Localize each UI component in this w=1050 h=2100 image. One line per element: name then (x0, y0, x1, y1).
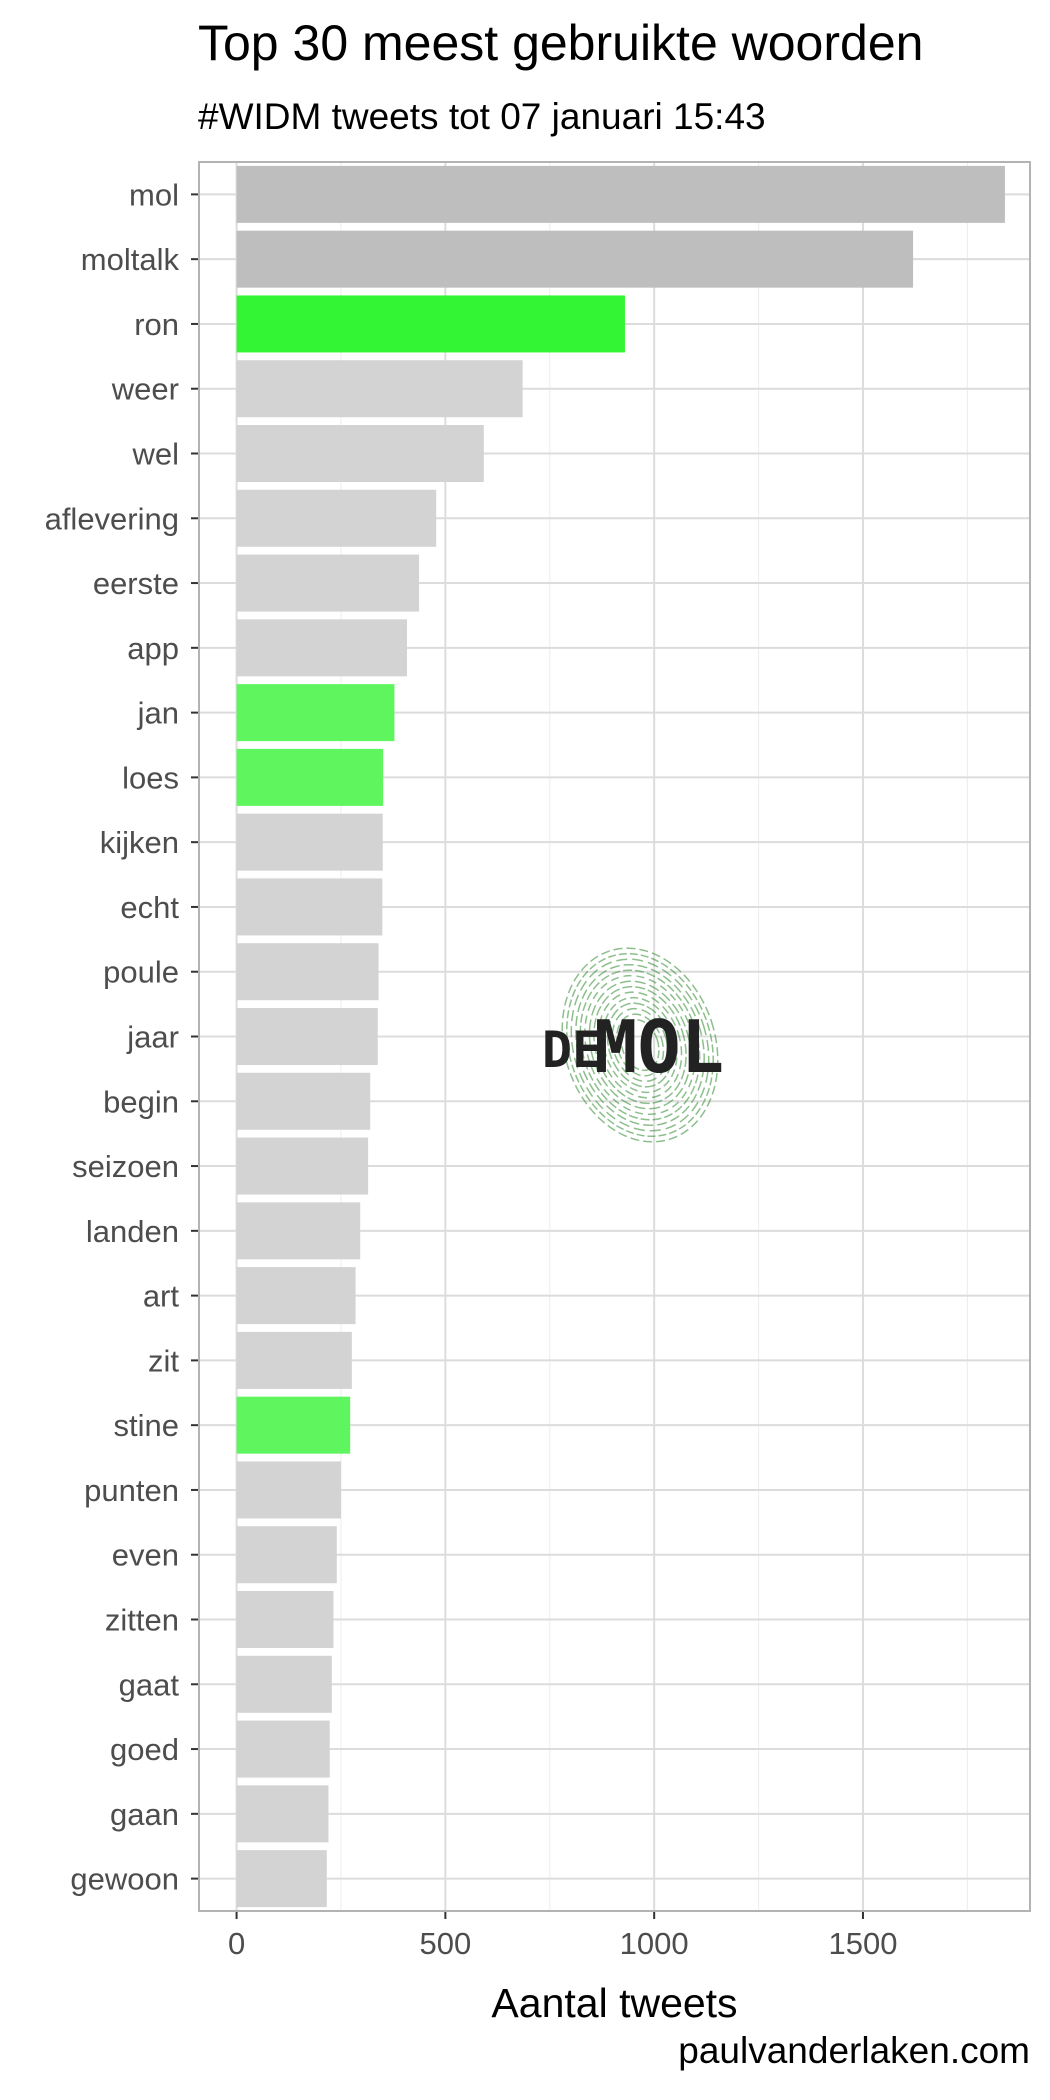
chart-subtitle: #WIDM tweets tot 07 januari 15:43 (198, 96, 766, 137)
bar-goed (236, 1720, 330, 1778)
y-label-mol: mol (129, 177, 179, 212)
bar-wel (236, 424, 484, 483)
y-label-goed: goed (110, 1732, 179, 1767)
bar-aflevering (236, 489, 437, 547)
y-label-app: app (127, 631, 179, 666)
bar-mol (236, 165, 1005, 223)
bar-jan (236, 684, 395, 742)
x-tick-label: 1500 (828, 1926, 897, 1961)
y-label-gaat: gaat (119, 1667, 180, 1702)
bar-weer (236, 360, 523, 418)
y-label-ron: ron (134, 307, 179, 342)
bar-gaan (236, 1785, 329, 1843)
bar-zitten (236, 1590, 334, 1649)
y-label-poule: poule (103, 955, 179, 990)
y-label-eerste: eerste (93, 566, 179, 601)
x-tick-label: 1000 (620, 1926, 689, 1961)
bar-art (236, 1267, 356, 1325)
bars (236, 165, 1005, 1908)
y-label-wel: wel (131, 437, 179, 472)
y-label-kijken: kijken (100, 825, 179, 860)
x-axis-title: Aantal tweets (491, 1980, 737, 2026)
bar-stine (236, 1396, 351, 1454)
bar-zit (236, 1331, 352, 1389)
x-axis-ticks: 0 500 1000 1500 (228, 1911, 897, 1961)
y-label-jan: jan (137, 696, 179, 731)
x-tick-label: 0 (228, 1926, 245, 1961)
bar-seizoen (236, 1137, 369, 1195)
y-label-art: art (143, 1279, 180, 1314)
x-tick-label: 500 (420, 1926, 472, 1961)
bar-echt (236, 878, 383, 936)
bar-poule (236, 943, 379, 1001)
bar-punten (236, 1461, 341, 1519)
bar-jaar (236, 1007, 378, 1066)
y-label-loes: loes (122, 760, 179, 795)
demol-logo: DE MOL (542, 947, 724, 1143)
y-label-jaar: jaar (126, 1020, 179, 1055)
bar-begin (236, 1072, 371, 1130)
y-label-even: even (112, 1538, 179, 1573)
y-label-gewoon: gewoon (70, 1862, 179, 1897)
bar-gaat (236, 1655, 332, 1713)
bar-even (236, 1526, 337, 1584)
y-label-weer: weer (111, 372, 179, 407)
bar-moltalk (236, 230, 914, 288)
y-label-aflevering: aflevering (45, 501, 179, 536)
bar-ron (236, 295, 625, 353)
watermark-text: paulvanderlaken.com (678, 2030, 1030, 2071)
panel-border (198, 161, 1031, 1912)
logo-text-small: DE (542, 1021, 602, 1079)
y-label-seizoen: seizoen (72, 1149, 179, 1184)
chart-title: Top 30 meest gebruikte woorden (198, 15, 924, 71)
y-axis-labels: mol moltalk ron weer wel aflevering eerste app j… (45, 177, 199, 1897)
y-label-zit: zit (148, 1343, 179, 1378)
y-label-landen: landen (86, 1214, 179, 1249)
bar-kijken (236, 813, 383, 871)
bar-app (236, 619, 407, 677)
y-label-zitten: zitten (105, 1603, 179, 1638)
y-label-echt: echt (120, 890, 179, 925)
y-label-punten: punten (84, 1473, 179, 1508)
bar-gewoon (236, 1850, 327, 1908)
bar-eerste (236, 554, 420, 612)
y-label-moltalk: moltalk (81, 242, 180, 277)
y-label-stine: stine (114, 1408, 179, 1443)
bar-landen (236, 1202, 361, 1260)
bar-loes (236, 748, 384, 806)
logo-text-big: MOL (594, 1005, 724, 1089)
y-label-gaan: gaan (110, 1797, 179, 1832)
y-label-begin: begin (103, 1084, 179, 1119)
